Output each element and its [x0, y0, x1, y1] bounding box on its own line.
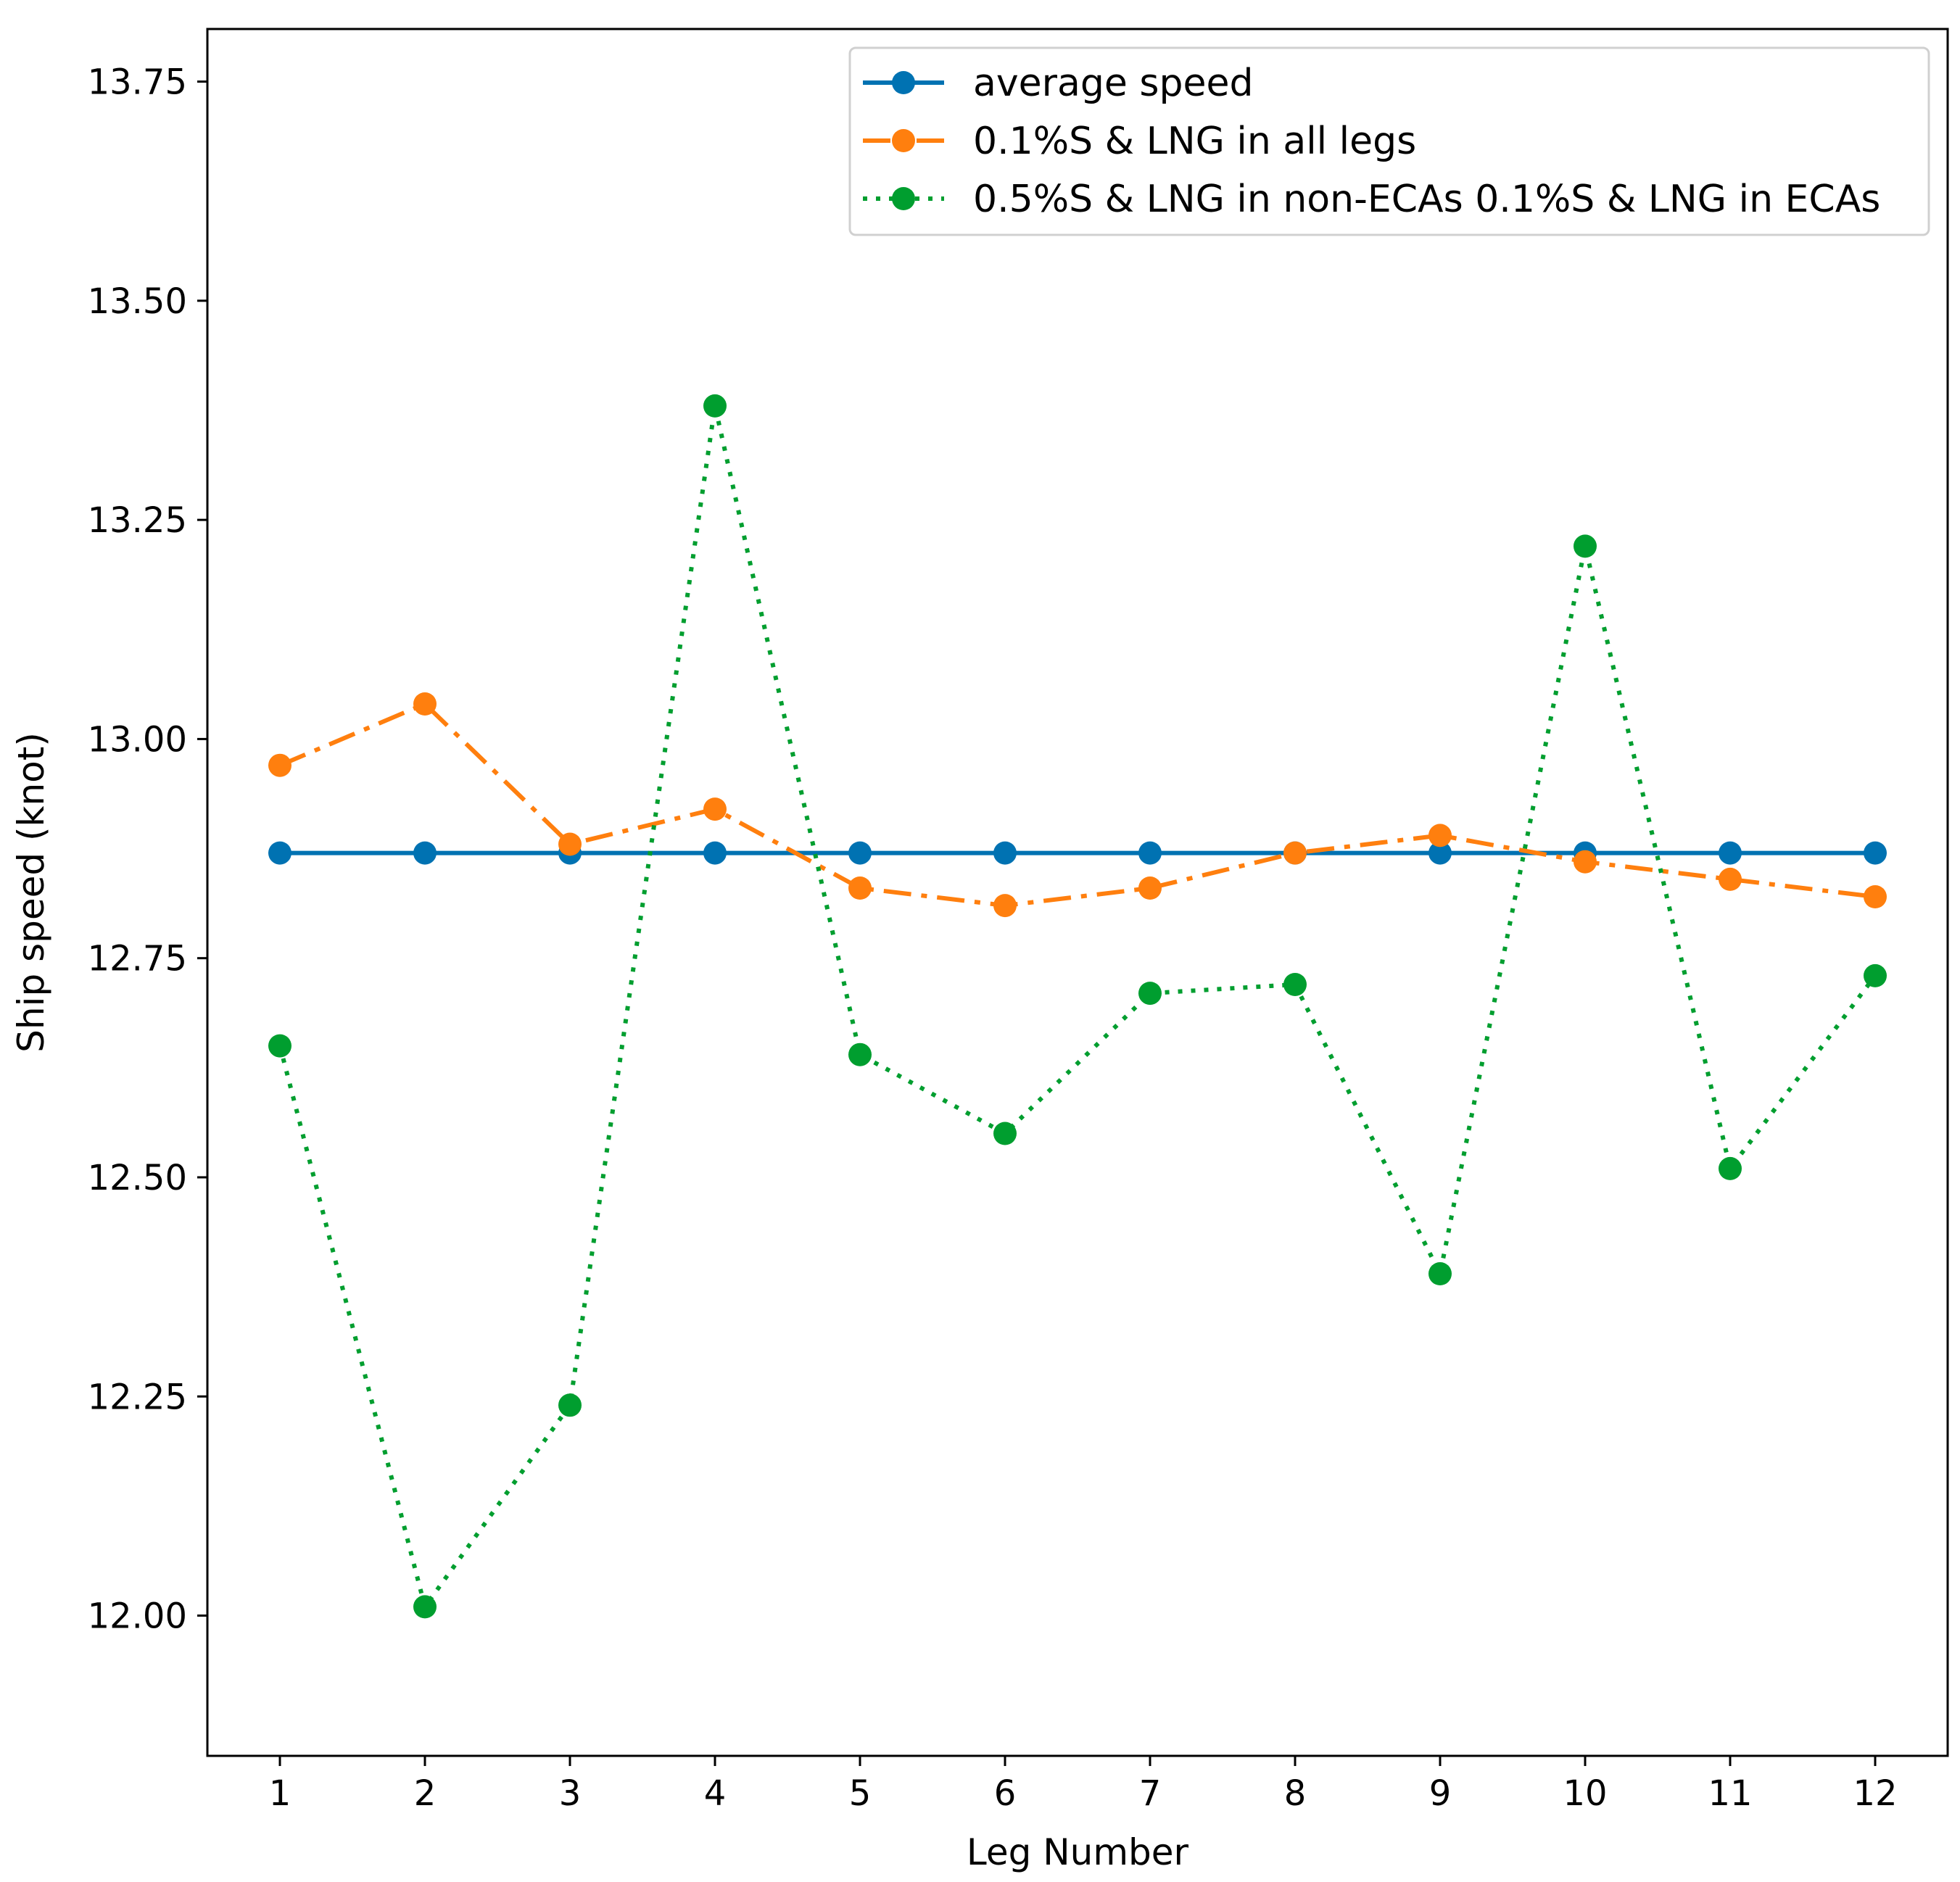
- data-point: [1864, 885, 1887, 908]
- y-axis: 12.00 12.25 12.50 12.75 13.00 13.25 13.50 13.75: [88, 62, 207, 1637]
- data-point: [1574, 534, 1597, 558]
- data-point: [1574, 850, 1597, 874]
- data-point: [413, 1595, 437, 1619]
- y-tick-label: 13.75: [88, 62, 187, 103]
- x-tick-label: 10: [1563, 1773, 1607, 1814]
- legend-label: average speed: [973, 62, 1254, 105]
- data-point: [558, 1393, 582, 1417]
- x-tick-label: 7: [1139, 1773, 1162, 1814]
- legend: average speed 0.1%S & LNG in all legs 0.5%…: [848, 46, 1930, 236]
- y-tick-label: 12.75: [88, 939, 187, 979]
- plot-frame: [206, 28, 1949, 1757]
- data-point: [993, 841, 1017, 865]
- data-point: [1283, 973, 1307, 996]
- x-tick-label: 6: [994, 1773, 1017, 1814]
- data-point: [268, 841, 291, 865]
- data-point: [993, 1122, 1017, 1145]
- data-point: [558, 832, 582, 856]
- x-tick-label: 8: [1284, 1773, 1307, 1814]
- data-point: [1719, 841, 1742, 865]
- legend-item-3: 0.5%S & LNG in non-ECAs 0.1%S & LNG in E…: [863, 178, 1880, 221]
- x-axis: 1 2 3 4 5 6 7 8 9 10 11 12: [269, 1756, 1898, 1814]
- data-point: [1138, 876, 1162, 900]
- data-point: [703, 841, 727, 865]
- x-tick-label: 4: [704, 1773, 727, 1814]
- y-tick-label: 12.50: [88, 1158, 187, 1198]
- y-tick-label: 13.25: [88, 500, 187, 541]
- data-point: [1428, 1262, 1452, 1285]
- legend-item-2: 0.1%S & LNG in all legs: [863, 120, 1416, 163]
- data-point: [413, 841, 437, 865]
- series-3: [268, 394, 1887, 1619]
- data-point: [1719, 1156, 1742, 1180]
- y-tick-label: 12.25: [88, 1377, 187, 1417]
- data-point: [993, 894, 1017, 918]
- data-point: [1138, 982, 1162, 1006]
- series-2: [268, 692, 1887, 918]
- data-point: [848, 841, 872, 865]
- data-point: [1864, 963, 1887, 987]
- data-point: [1719, 867, 1742, 891]
- data-point: [268, 753, 291, 777]
- series-line-3: [278, 403, 1877, 1609]
- data-point: [703, 394, 727, 418]
- series-line-2: [278, 702, 1876, 908]
- series-layer: [268, 394, 1887, 1619]
- x-tick-label: 1: [269, 1773, 291, 1814]
- y-axis-label: Ship speed (knot): [10, 732, 52, 1053]
- x-tick-label: 3: [559, 1773, 582, 1814]
- data-point: [1428, 841, 1452, 865]
- x-tick-label: 11: [1708, 1773, 1752, 1814]
- x-axis-label: Leg Number: [967, 1831, 1189, 1873]
- legend-label: 0.5%S & LNG in non-ECAs 0.1%S & LNG in E…: [973, 178, 1880, 221]
- data-point: [413, 692, 437, 716]
- x-tick-label: 5: [849, 1773, 872, 1814]
- data-point: [848, 1042, 872, 1066]
- x-tick-label: 12: [1853, 1773, 1897, 1814]
- legend-marker: [892, 71, 915, 94]
- x-tick-label: 9: [1429, 1773, 1452, 1814]
- y-tick-label: 12.00: [88, 1596, 187, 1637]
- x-tick-label: 2: [414, 1773, 437, 1814]
- legend-item-1: average speed: [863, 62, 1254, 105]
- data-point: [268, 1034, 291, 1058]
- legend-marker: [892, 187, 915, 210]
- y-tick-label: 13.00: [88, 719, 187, 760]
- y-tick-label: 13.50: [88, 281, 187, 322]
- data-point: [703, 797, 727, 821]
- data-point: [848, 876, 872, 900]
- legend-label: 0.1%S & LNG in all legs: [973, 120, 1416, 163]
- legend-marker: [892, 129, 915, 152]
- data-point: [1138, 841, 1162, 865]
- data-point: [1428, 824, 1452, 847]
- data-point: [1283, 841, 1307, 865]
- data-point: [1864, 841, 1887, 865]
- legend-frame: [848, 46, 1930, 236]
